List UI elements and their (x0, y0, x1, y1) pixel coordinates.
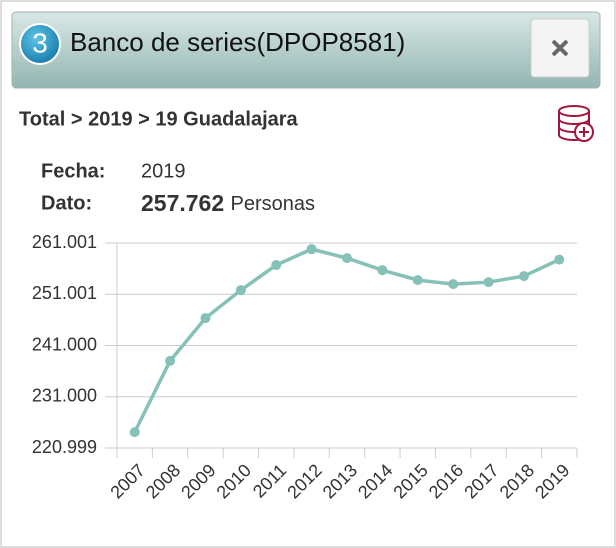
data-point (518, 271, 529, 282)
data-point (554, 254, 565, 265)
add-series-icon[interactable] (558, 105, 594, 142)
y-tick-label: 220.999 (32, 437, 97, 457)
value-label: Dato: (41, 192, 92, 214)
y-tick-label: 251.001 (32, 283, 97, 303)
line-chart: 220.999231.000241.000251.001261.00120072… (32, 232, 578, 503)
badge-icon (19, 23, 61, 65)
data-point (342, 253, 352, 264)
breadcrumb: Total > 2019 > 19 Guadalajara (19, 108, 299, 130)
data-point (129, 427, 140, 438)
panel-title: Banco de series(DPOP8581) (70, 27, 405, 57)
data-point (271, 260, 282, 271)
value: 257.762 Personas (141, 190, 315, 216)
value-number: 257.762 (141, 190, 224, 216)
data-point (235, 285, 246, 296)
date-label: Fecha: (41, 160, 105, 182)
data-point (165, 355, 176, 366)
y-tick-label: 241.000 (32, 334, 97, 354)
data-point (412, 275, 423, 286)
data-point (377, 265, 388, 276)
date-value: 2019 (141, 160, 186, 182)
value-unit: Personas (231, 193, 316, 215)
badge-number: 3 (32, 27, 48, 58)
header-bar (11, 11, 601, 89)
close-icon[interactable] (551, 39, 569, 57)
y-tick-label: 231.000 (32, 385, 97, 405)
data-point (448, 279, 459, 290)
close-button[interactable] (530, 18, 590, 78)
data-point (306, 244, 317, 255)
data-point (200, 313, 211, 324)
y-tick-label: 261.001 (32, 232, 97, 252)
data-point (483, 277, 494, 288)
